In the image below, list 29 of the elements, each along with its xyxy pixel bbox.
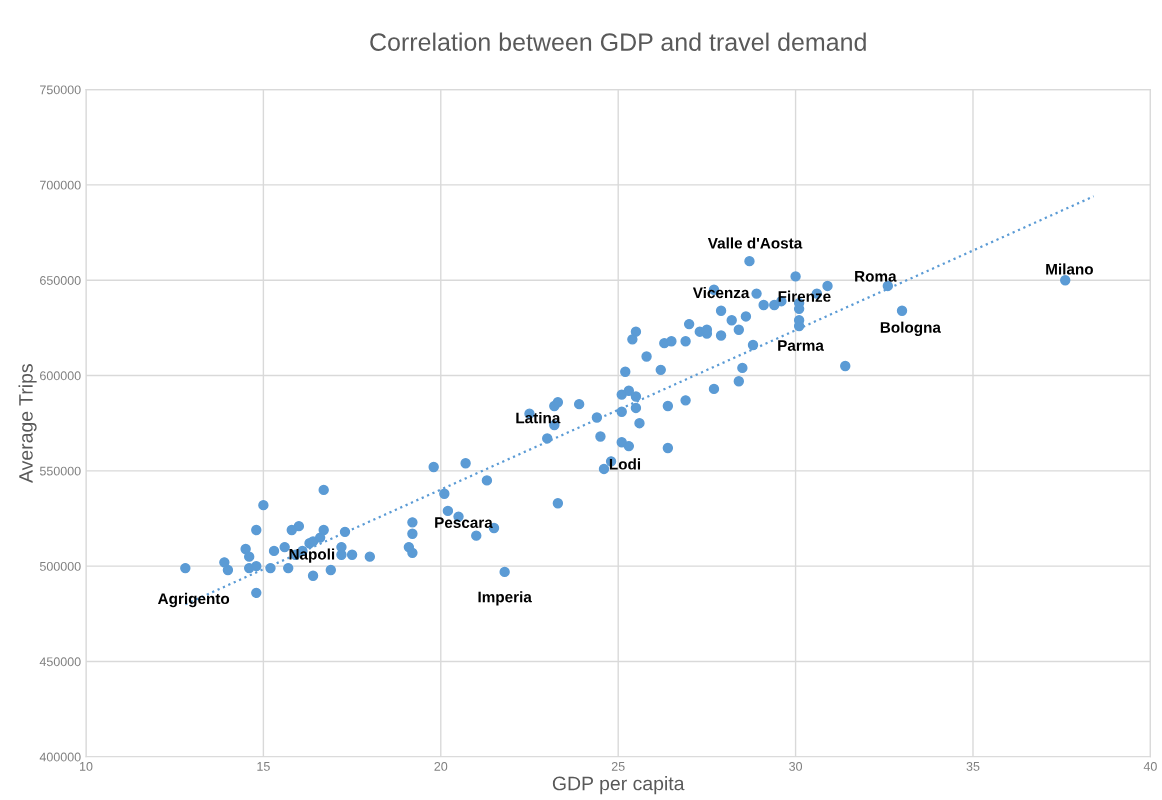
y-tick-label: 550000 [39, 466, 81, 476]
x-axis-title: GDP per capita [552, 776, 685, 795]
x-tick-label: 40 [1143, 761, 1157, 771]
x-tick-label: 30 [789, 761, 803, 771]
x-tick-label: 20 [434, 761, 448, 771]
y-axis-title: Average Trips [18, 364, 37, 483]
annotation: Parma [778, 340, 824, 351]
y-tick-label: 600000 [40, 371, 81, 381]
chart-title: Correlation between GDP and travel demand [370, 32, 866, 51]
y-tick-label: 500000 [39, 561, 81, 571]
y-tick-label: 450000 [39, 657, 81, 667]
annotation: Imperia [478, 591, 532, 606]
x-tick-label: 15 [257, 762, 270, 771]
annotation: Agrigento [157, 592, 230, 608]
annotation: Pescara [435, 517, 493, 528]
x-tick-label: 25 [611, 761, 625, 771]
y-tick-label: 750000 [40, 85, 81, 95]
annotation: Lodi [609, 458, 641, 470]
annotation: Latina [516, 412, 561, 424]
annotation: Roma [855, 271, 897, 282]
annotation: Milano [1046, 263, 1093, 275]
y-tick-label: 650000 [40, 276, 81, 285]
x-tick-label: 10 [79, 761, 93, 771]
y-tick-label: 400000 [39, 752, 81, 762]
annotation: Bologna [880, 321, 942, 336]
annotation: Vicenza [692, 286, 750, 299]
x-tick-label: 35 [966, 761, 980, 771]
y-tick-label: 700000 [40, 180, 81, 190]
annotation: Valle d'Aosta [707, 237, 803, 249]
